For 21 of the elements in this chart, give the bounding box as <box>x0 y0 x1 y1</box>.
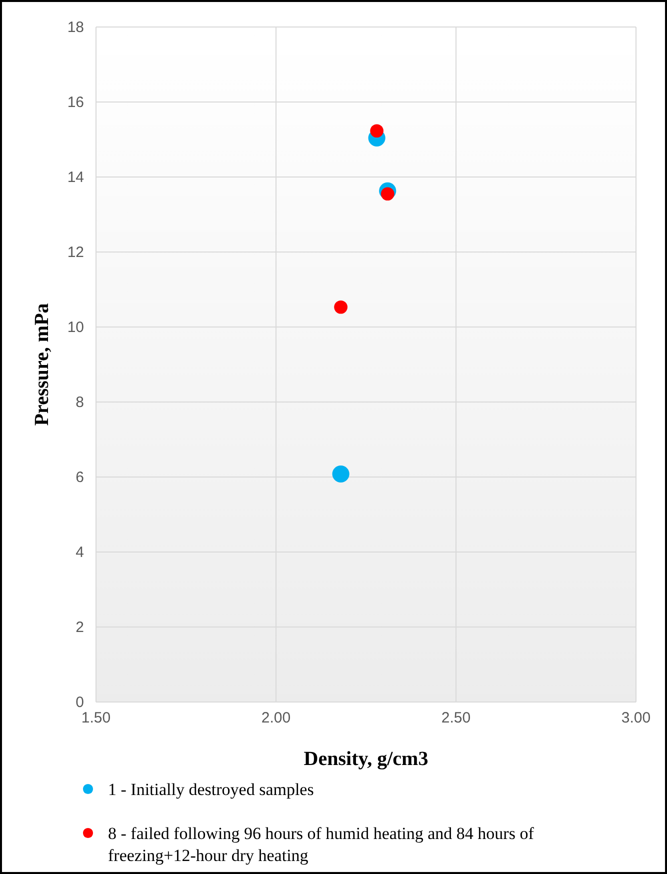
x-tick-label: 1.50 <box>81 710 111 727</box>
y-tick-label: 6 <box>76 468 84 486</box>
x-axis-title: Density, g/cm3 <box>304 748 428 770</box>
y-tick-label: 16 <box>67 94 84 111</box>
x-tick-label: 2.50 <box>441 710 471 727</box>
y-tick-label: 10 <box>67 318 84 336</box>
point <box>332 465 350 483</box>
point <box>370 124 384 138</box>
y-tick-label: 0 <box>76 694 84 711</box>
legend-label: 8 - failed following 96 hours of humid heating and 84 hours of freezing+12-hour dry heating <box>108 824 534 865</box>
point <box>334 300 348 314</box>
x-tick-label: 3.00 <box>621 710 651 727</box>
y-tick-label: 4 <box>76 544 84 561</box>
legend-label: 1 - Initially destroyed samples <box>108 780 314 799</box>
y-tick-label: 12 <box>67 244 84 261</box>
y-axis-title: Pressure, mPa <box>31 303 53 426</box>
y-tick-label: 18 <box>67 18 84 36</box>
x-tick-label: 2.00 <box>261 710 291 727</box>
y-tick-label: 8 <box>76 394 84 411</box>
y-tick-label: 2 <box>76 618 84 636</box>
y-tick-label: 14 <box>67 168 84 186</box>
